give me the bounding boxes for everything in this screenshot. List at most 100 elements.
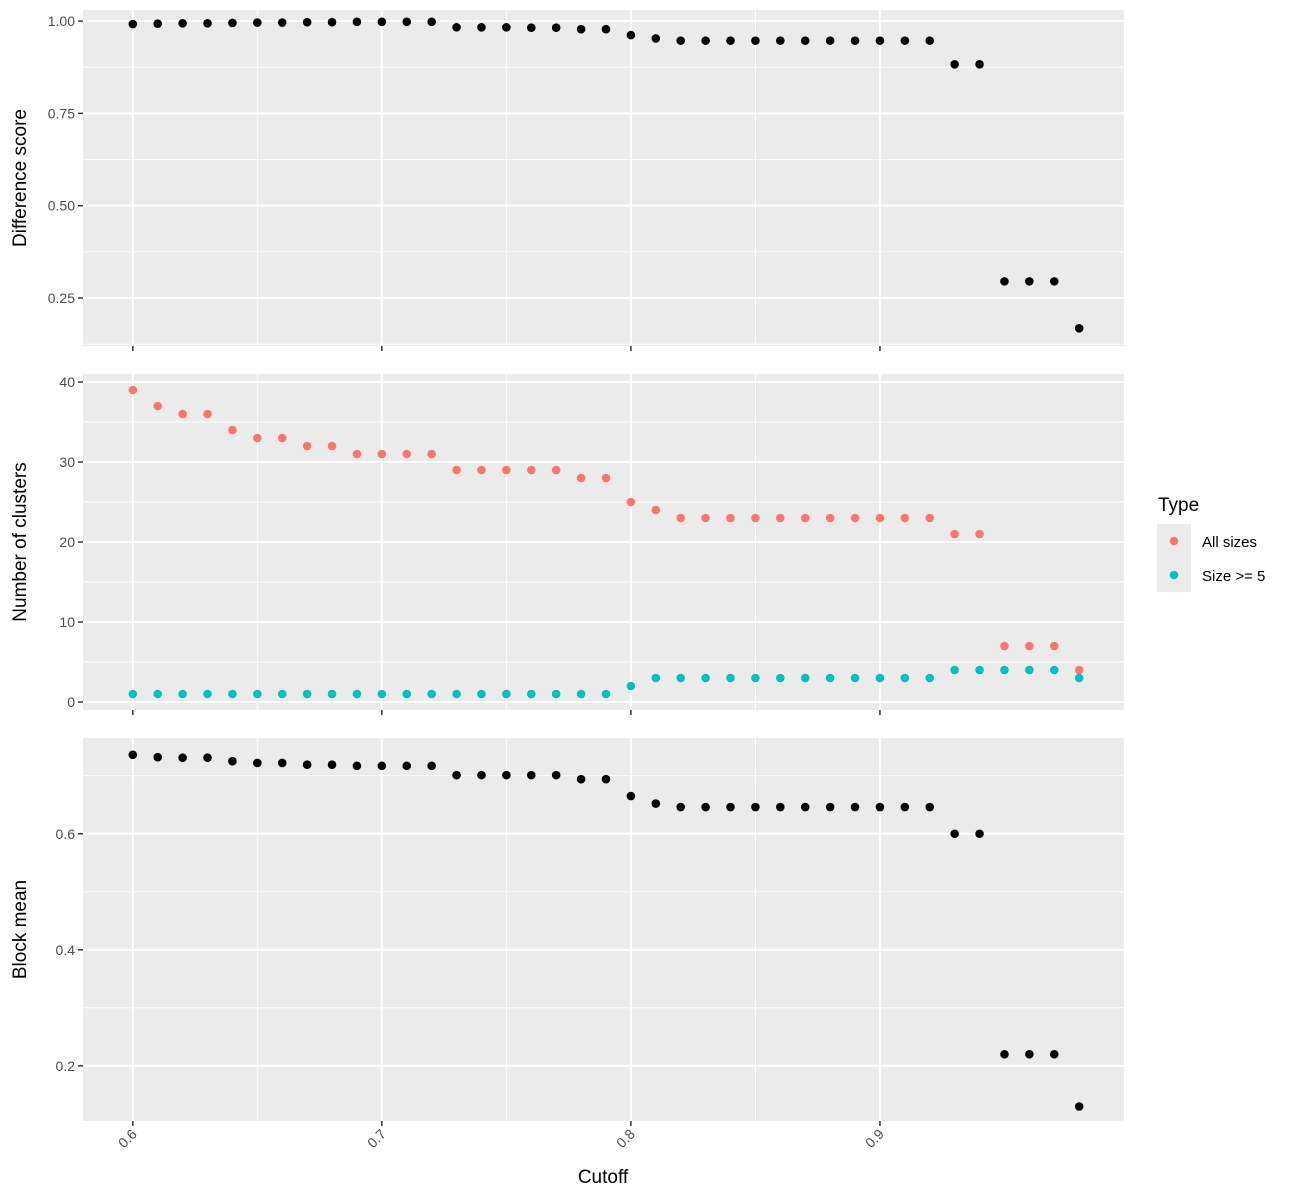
data-point xyxy=(1049,1049,1059,1059)
data-point xyxy=(900,36,910,45)
data-point xyxy=(253,758,262,768)
data-point xyxy=(626,30,636,40)
data-point xyxy=(850,513,860,523)
data-point xyxy=(701,513,710,523)
data-point xyxy=(900,673,910,683)
data-point xyxy=(1049,277,1059,286)
data-point xyxy=(850,802,860,812)
data-point xyxy=(726,802,735,812)
series-points xyxy=(128,750,1084,1111)
data-point xyxy=(203,409,212,419)
data-point xyxy=(502,689,511,699)
data-point xyxy=(651,799,661,808)
legend-label: Size >= 5 xyxy=(1202,568,1265,585)
data-point xyxy=(302,17,312,27)
data-point xyxy=(277,689,287,699)
series-all-sizes xyxy=(128,385,1084,675)
panel-3: 0.2 0.4 0.6 Block mean xyxy=(10,738,1124,1126)
data-point xyxy=(576,473,586,483)
data-point xyxy=(1074,673,1084,683)
data-point xyxy=(726,673,735,683)
data-point xyxy=(601,774,611,784)
series-points xyxy=(128,17,1084,333)
data-point xyxy=(402,17,412,27)
data-point xyxy=(1000,641,1009,651)
data-point xyxy=(626,681,636,691)
y-axis-title: Difference score xyxy=(10,109,31,247)
data-point xyxy=(327,441,337,451)
data-point xyxy=(776,513,785,523)
data-point xyxy=(502,23,511,32)
data-point xyxy=(203,753,212,763)
data-point xyxy=(327,17,337,27)
data-point xyxy=(526,465,536,475)
data-point xyxy=(776,673,785,683)
data-point xyxy=(402,449,412,459)
data-point xyxy=(726,513,735,523)
data-point xyxy=(551,465,561,475)
y-tick-label: 0 xyxy=(67,694,75,710)
data-point xyxy=(676,513,686,523)
data-point xyxy=(178,18,187,28)
y-tick-label: 1.00 xyxy=(48,13,75,29)
data-point xyxy=(352,17,362,27)
data-point xyxy=(800,673,810,683)
data-point xyxy=(1025,665,1034,675)
data-point xyxy=(203,689,212,699)
data-point xyxy=(427,17,436,27)
data-point xyxy=(153,689,163,699)
data-point xyxy=(950,829,959,839)
data-point xyxy=(277,758,287,768)
data-point xyxy=(427,689,436,699)
data-point xyxy=(1074,665,1084,675)
data-point xyxy=(1025,277,1034,286)
data-point xyxy=(601,689,611,699)
data-point xyxy=(875,673,885,683)
data-point xyxy=(576,24,586,34)
data-point xyxy=(427,449,436,459)
data-point xyxy=(925,802,935,812)
y-axis-title: Number of clusters xyxy=(10,462,31,621)
data-point xyxy=(128,689,138,699)
data-point xyxy=(277,18,287,27)
y-tick-label: 0.75 xyxy=(48,105,75,121)
data-point xyxy=(153,19,163,28)
panel-2: 0 10 20 30 40 Number of clusters xyxy=(10,374,1124,715)
data-point xyxy=(701,673,710,683)
data-point xyxy=(601,473,611,483)
data-point xyxy=(178,753,187,763)
data-point xyxy=(1000,665,1009,675)
data-point xyxy=(825,802,835,812)
data-point xyxy=(776,802,785,812)
data-point xyxy=(800,513,810,523)
x-tick-label: 0.8 xyxy=(613,1126,638,1151)
data-point xyxy=(825,513,835,523)
data-point xyxy=(701,802,710,812)
data-point xyxy=(975,665,984,675)
data-point xyxy=(800,36,810,45)
legend: Type All sizes Size >= 5 xyxy=(1157,495,1265,592)
data-point xyxy=(452,23,461,32)
data-point xyxy=(651,505,661,515)
data-point xyxy=(751,802,760,812)
data-point xyxy=(128,750,138,760)
data-point xyxy=(825,36,835,45)
data-point xyxy=(526,770,536,780)
data-point xyxy=(377,689,387,699)
data-point xyxy=(925,513,935,523)
y-tick-label: 0.50 xyxy=(48,198,75,214)
data-point xyxy=(751,513,760,523)
data-point xyxy=(1074,1102,1084,1111)
x-axis: 0.6 0.7 0.8 0.9 xyxy=(115,1126,887,1151)
data-point xyxy=(228,18,237,28)
data-point xyxy=(776,36,785,45)
x-tick-label: 0.7 xyxy=(364,1126,389,1151)
data-point xyxy=(950,665,959,675)
legend-title: Type xyxy=(1158,495,1199,516)
data-point xyxy=(302,689,312,699)
data-point xyxy=(875,802,885,812)
data-point xyxy=(751,36,760,45)
y-tick-label: 40 xyxy=(59,374,75,390)
data-point xyxy=(302,760,312,769)
